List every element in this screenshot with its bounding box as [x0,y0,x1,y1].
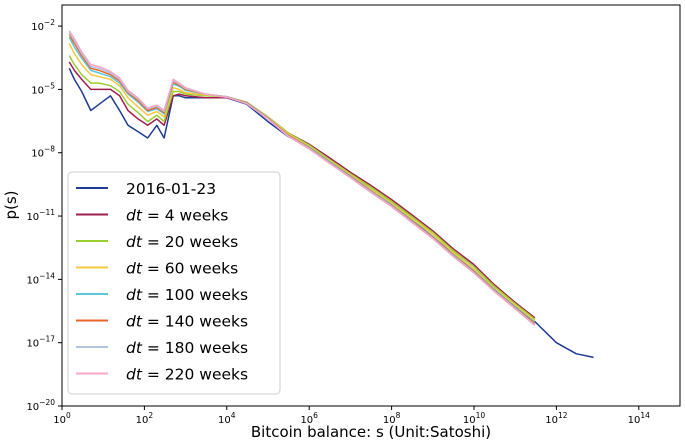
y-axis-label: p(s) [2,190,20,219]
series-line-7 [68,30,536,327]
legend-entry-4: dt = 100 weeks [126,286,248,304]
legend-entry-2: dt = 20 weeks [126,233,238,251]
legend-entry-1: dt = 4 weeks [126,207,228,225]
x-axis-label: Bitcoin balance: s (Unit:Satoshi) [251,423,491,441]
series-line-1 [68,61,536,319]
legend-entry-5: dt = 140 weeks [126,313,248,331]
y-axis-ticks: 10−2 10−5 10−8 10−11 10−14 10−17 10−20 [26,18,62,413]
x-tick-label: 104 [218,411,236,426]
x-tick-label: 102 [136,411,154,426]
x-tick-label: 108 [383,411,401,426]
legend-entry-6: dt = 180 weeks [126,339,248,357]
x-axis-ticks: 100 102 104 106 108 1010 1012 1014 [53,406,650,426]
legend-entry-0: 2016-01-23 [126,180,216,198]
legend-box [67,171,281,395]
y-tick-label: 10−17 [26,335,55,350]
y-tick-label: 10−8 [31,145,55,160]
legend-entry-3: dt = 60 weeks [126,260,238,278]
legend-entry-7: dt = 220 weeks [126,366,248,384]
x-tick-label: 1012 [545,411,568,426]
y-tick-label: 10−2 [31,18,55,33]
x-tick-label: 106 [300,411,318,426]
plot-lines [68,30,594,359]
y-tick-label: 10−11 [26,208,55,223]
x-tick-label: 100 [53,411,71,426]
y-tick-label: 10−20 [26,398,55,413]
plot-frame [61,4,681,407]
y-tick-label: 10−5 [31,81,55,96]
legend: 2016-01-23 dt = 4 weeks dt = 20 weeks dt = … [67,171,281,395]
x-tick-label: 1010 [463,411,486,426]
x-tick-label: 1014 [628,411,651,426]
y-tick-label: 10−14 [26,271,55,286]
